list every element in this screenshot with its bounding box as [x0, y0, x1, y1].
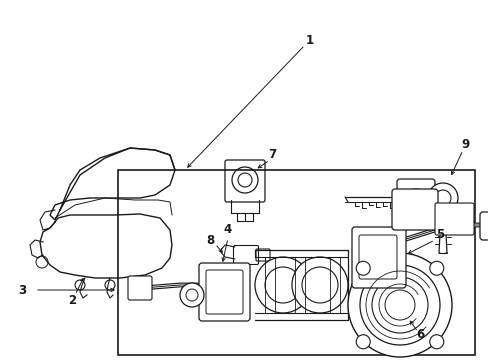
FancyBboxPatch shape	[479, 212, 488, 240]
FancyBboxPatch shape	[199, 263, 249, 321]
FancyBboxPatch shape	[434, 203, 473, 235]
Circle shape	[254, 257, 310, 313]
Circle shape	[291, 257, 347, 313]
Text: 4: 4	[224, 224, 232, 237]
Text: 2: 2	[68, 293, 76, 306]
Text: 1: 1	[305, 33, 313, 46]
Text: 9: 9	[460, 139, 468, 152]
Circle shape	[427, 183, 457, 213]
Circle shape	[355, 335, 369, 349]
Text: 8: 8	[205, 234, 214, 247]
Circle shape	[429, 335, 443, 349]
Circle shape	[355, 261, 369, 275]
Text: 7: 7	[267, 148, 276, 162]
Text: 5: 5	[435, 229, 443, 242]
Text: 3: 3	[18, 284, 26, 297]
Bar	[118, 170, 474, 355]
Text: 6: 6	[415, 328, 423, 342]
FancyBboxPatch shape	[128, 276, 152, 300]
Circle shape	[429, 261, 443, 275]
FancyBboxPatch shape	[396, 179, 434, 221]
FancyBboxPatch shape	[351, 227, 405, 288]
Circle shape	[347, 253, 451, 357]
FancyBboxPatch shape	[391, 189, 437, 230]
Circle shape	[180, 283, 203, 307]
